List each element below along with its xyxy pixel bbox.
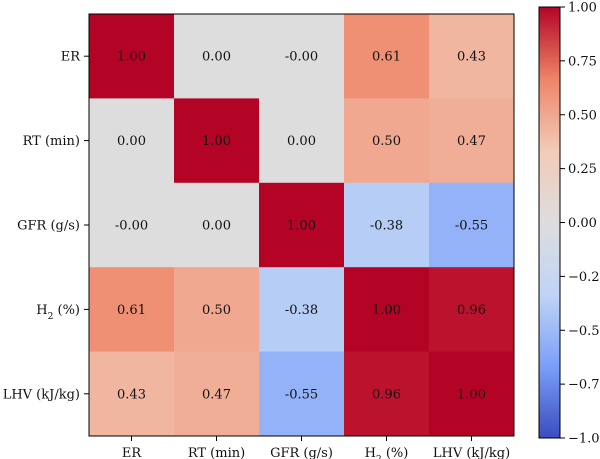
cell-value-label: 0.00 [117,134,146,149]
x-tick-label: ER [122,446,142,459]
heatmap-cell [429,14,515,99]
colorbar-tick-label: 0.75 [568,54,597,69]
x-axis: ER RT (min) GFR (g/s) H2 (%) LHV (kJ/kg) [122,436,510,459]
heatmap-cell [259,182,345,268]
heatmap-cell [429,351,515,437]
cell-value-label: 0.50 [372,134,401,149]
cell-value-label: -0.38 [285,303,318,318]
heatmap-cell [429,98,515,184]
cell-value-label: 0.00 [202,219,231,234]
heatmap-cell [344,351,430,437]
heatmap-cell [89,182,175,268]
cell-value-label: 0.00 [287,134,316,149]
heatmap-cell [344,182,430,268]
cell-value-label: 1.00 [372,303,401,318]
cell-value-label: 0.43 [117,387,146,402]
colorbar-tick-label: −1.00 [568,432,600,447]
heatmap-cell [259,267,345,353]
colorbar-tick-label: 0.50 [568,108,597,123]
colorbar-tick-label: −0.25 [568,270,600,285]
heatmap-cell [89,98,175,184]
cell-value-label: -0.00 [285,50,318,65]
heatmap-cell [174,14,260,99]
cell-value-label: -0.00 [115,219,148,234]
heatmap-cell [174,98,260,184]
heatmap-cell [174,267,260,353]
y-axis: ER RT (min) GFR (g/s) H2 (%) LHV (kJ/kg) [3,50,89,402]
colorbar-tick-label: −0.75 [568,378,600,393]
cell-value-label: 1.00 [287,219,316,234]
cell-value-label: 1.00 [457,387,486,402]
y-tick-label: H2 (%) [36,303,80,322]
heatmap-cells: 1.00 0.00 -0.00 0.61 0.43 0.00 1.00 0.00 0.50 0.4… [89,14,515,437]
cell-value-label: 1.00 [117,50,146,65]
cell-value-label: 1.00 [202,134,231,149]
heatmap-cell [174,182,260,268]
cell-value-label: 0.50 [202,303,231,318]
x-tick-label: GFR (g/s) [270,446,333,459]
heatmap-cell [344,14,430,99]
colorbar: 1.00 0.75 0.50 0.25 0.00 −0.25 −0.50 −0.75 −1.00 [538,1,600,447]
y-tick-label: LHV (kJ/kg) [3,387,80,402]
y-tick-label: GFR (g/s) [17,219,80,234]
heatmap-cell [344,98,430,184]
heatmap-cell [259,98,345,184]
heatmap-cell [259,351,345,437]
colorbar-tick-label: 0.00 [568,216,597,231]
cell-value-label: 0.61 [372,50,401,65]
heatmap-cell [429,182,515,268]
cell-value-label: 0.00 [202,50,231,65]
y-tick-label: RT (min) [23,134,80,149]
colorbar-gradient-bar [538,6,561,439]
cell-value-label: 0.96 [457,303,486,318]
cell-value-label: 0.47 [202,387,231,402]
heatmap-cell [344,267,430,353]
heatmap-cell [174,351,260,437]
heatmap-cell [259,14,345,99]
colorbar-tick-label: −0.50 [568,324,600,339]
x-tick-label: LHV (kJ/kg) [433,446,510,459]
cell-value-label: 0.43 [457,50,486,65]
heatmap-cell [89,351,175,437]
x-tick-label: RT (min) [188,446,245,459]
heatmap-cell [89,14,175,99]
colorbar-tick-label: 1.00 [568,1,597,16]
cell-value-label: 0.47 [457,134,486,149]
colorbar-tick-label: 0.25 [568,162,597,177]
cell-value-label: -0.38 [370,219,403,234]
cell-value-label: 0.61 [117,303,146,318]
y-tick-label: ER [61,50,81,65]
colorbar-ticks: 1.00 0.75 0.50 0.25 0.00 −0.25 −0.50 −0.75 −1.00 [560,1,600,447]
x-tick-label: H2 (%) [365,446,409,459]
heatmap-cell [89,267,175,353]
cell-value-label: 0.96 [372,387,401,402]
cell-value-label: -0.55 [455,219,488,234]
cell-value-label: -0.55 [285,387,318,402]
heatmap-cell [429,267,515,353]
